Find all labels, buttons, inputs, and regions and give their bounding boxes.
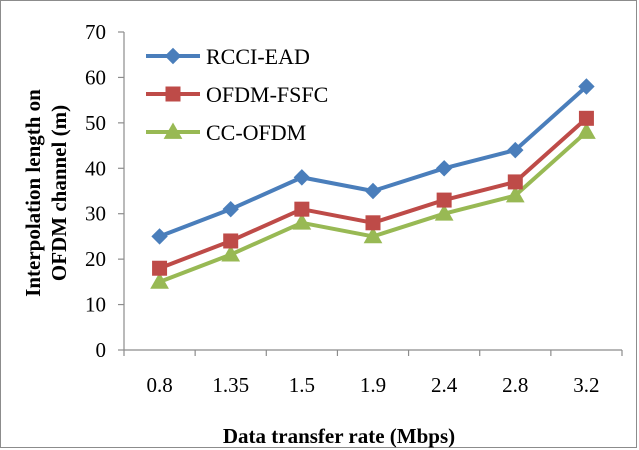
x-tick-label: 3.2	[573, 373, 599, 397]
x-tick-label: 0.8	[146, 373, 172, 397]
y-tick-label: 70	[85, 20, 106, 44]
data-point-cc-ofdm	[292, 213, 312, 230]
legend-item-cc-ofdm: CC-OFDM	[146, 120, 306, 145]
data-point-cc-ofdm	[577, 122, 596, 139]
data-point-rcci-ead	[293, 169, 311, 186]
y-axis-title-line1: Interpolation length on	[21, 89, 45, 297]
data-point-cc-ofdm	[150, 272, 169, 289]
data-point-rcci-ead	[364, 182, 382, 200]
data-point-ofdm-fsfc	[152, 260, 168, 276]
series-rcci-ead	[151, 78, 595, 245]
legend-label: CC-OFDM	[206, 120, 306, 145]
data-point-rcci-ead	[578, 78, 595, 95]
legend-label: RCCI-EAD	[206, 44, 310, 69]
series-line-rcci-ead	[158, 85, 588, 239]
data-point-ofdm-fsfc	[294, 201, 310, 217]
data-point-ofdm-fsfc	[223, 233, 239, 249]
data-point-rcci-ead	[435, 160, 453, 177]
legend-label: OFDM-FSFC	[206, 82, 328, 107]
data-point-cc-ofdm	[434, 204, 454, 221]
y-axis-title: Interpolation length on OFDM channel (m)	[21, 89, 71, 297]
data-point-ofdm-fsfc	[507, 174, 523, 190]
data-point-cc-ofdm	[221, 245, 241, 262]
data-point-rcci-ead	[222, 200, 239, 218]
legend-marker	[165, 86, 181, 102]
series-cc-ofdm	[150, 122, 596, 289]
data-point-rcci-ead	[507, 141, 524, 159]
axes	[118, 31, 623, 356]
x-tick-label: 2.4	[431, 373, 458, 397]
series-layer	[150, 78, 596, 289]
y-tick-label: 50	[85, 111, 106, 135]
legend-item-rcci-ead: RCCI-EAD	[146, 44, 310, 69]
y-tick-label: 40	[85, 156, 106, 180]
y-tick-label: 20	[85, 247, 106, 271]
data-point-ofdm-fsfc	[436, 192, 452, 208]
x-tick-label: 1.35	[212, 373, 249, 397]
data-point-cc-ofdm	[363, 226, 383, 244]
y-axis-title-line2: OFDM channel (m)	[47, 105, 71, 281]
y-tick-label: 30	[85, 202, 106, 226]
y-tick-label: 0	[96, 338, 107, 362]
x-axis-title: Data transfer rate (Mbps)	[223, 424, 455, 448]
y-tick-labels: 0 10 20 30 40 50 60 70	[85, 20, 106, 362]
legend-marker	[163, 122, 183, 139]
legend: RCCI-EAD OFDM-FSFC CC-OFDM	[146, 44, 328, 145]
x-tick-label: 1.5	[289, 373, 315, 397]
series-ofdm-fsfc	[152, 110, 594, 276]
data-point-rcci-ead	[151, 228, 168, 245]
x-tick-labels: 0.8 1.35 1.5 1.9 2.4 2.8 3.2	[146, 373, 599, 397]
x-tick-label: 2.8	[502, 373, 528, 397]
x-tick-label: 1.9	[360, 373, 386, 397]
data-point-cc-ofdm	[505, 186, 525, 203]
y-tick-label: 60	[85, 65, 106, 89]
y-tick-label: 10	[85, 293, 106, 317]
data-point-ofdm-fsfc	[578, 110, 594, 126]
data-point-ofdm-fsfc	[365, 215, 381, 231]
legend-marker	[164, 47, 182, 65]
legend-item-ofdm-fsfc: OFDM-FSFC	[146, 82, 328, 107]
